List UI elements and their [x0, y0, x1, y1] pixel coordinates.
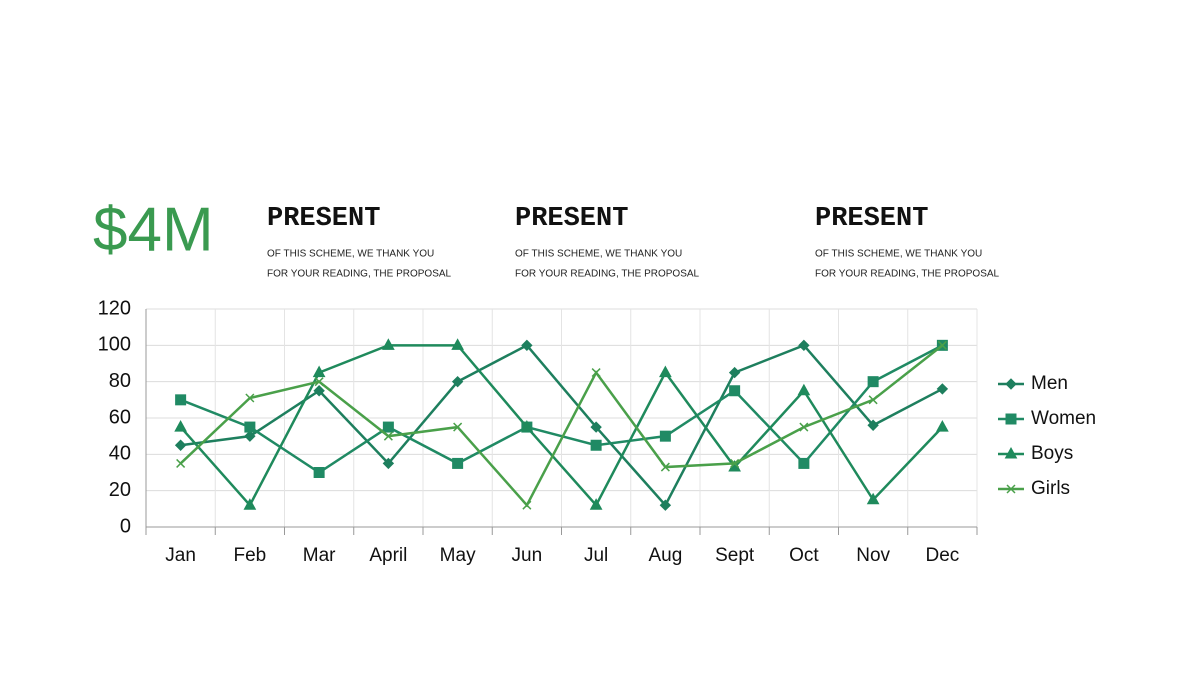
block-line: FOR YOUR READING, THE PROPOSAL: [515, 269, 700, 280]
point-marker: [312, 365, 326, 378]
y-tick-label: 120: [98, 297, 131, 319]
point-marker: [522, 500, 532, 510]
y-tick-label: 80: [109, 370, 131, 392]
point-marker: [383, 431, 393, 441]
point-marker: [799, 422, 809, 432]
x-tick-label: Jun: [512, 545, 543, 566]
block-heading: PRESENT: [515, 204, 628, 234]
x-tick-label: May: [440, 545, 476, 566]
point-marker: [243, 498, 257, 510]
point-marker: [730, 458, 740, 468]
point-marker: [728, 366, 741, 379]
x-tick-label: Nov: [856, 545, 890, 566]
block-line: FOR YOUR READING, THE PROPOSAL: [267, 269, 452, 280]
series-line: [180, 344, 943, 474]
series-line: [180, 343, 943, 508]
point-marker: [797, 383, 811, 396]
series-line: [179, 344, 944, 508]
point-marker: [866, 492, 880, 505]
y-tick-label: 100: [98, 334, 131, 356]
legend-label: Boys: [1031, 443, 1073, 464]
point-marker: [244, 421, 256, 433]
point-marker: [798, 339, 810, 352]
point-marker: [868, 395, 878, 405]
point-marker: [589, 498, 603, 510]
point-marker: [729, 385, 741, 397]
y-tick-label: 60: [109, 406, 131, 428]
block-line: OF THIS SCHEME, WE THANK YOU: [815, 249, 982, 260]
point-marker: [175, 394, 187, 406]
point-marker: [590, 439, 602, 451]
x-tick-label: Mar: [303, 545, 336, 566]
point-marker: [936, 420, 949, 432]
point-marker: [382, 338, 395, 350]
x-tick-label: Jan: [165, 545, 196, 566]
legend-marker: [1005, 378, 1017, 390]
point-marker: [659, 365, 672, 378]
point-marker: [452, 457, 464, 469]
x-tick-label: Sept: [715, 545, 755, 566]
series-line: [179, 344, 944, 508]
point-marker: [520, 420, 534, 432]
point-marker: [451, 375, 464, 388]
point-marker: [660, 462, 670, 472]
x-tick-label: Feb: [234, 545, 267, 566]
point-marker: [313, 467, 325, 478]
block-line: OF THIS SCHEME, WE THANK YOU: [267, 249, 434, 260]
legend-marker: [1004, 446, 1018, 459]
block-line: OF THIS SCHEME, WE THANK YOU: [515, 249, 682, 260]
point-marker: [798, 457, 810, 469]
point-marker: [659, 430, 671, 442]
y-tick-label: 40: [109, 443, 131, 465]
point-marker: [174, 439, 187, 451]
legend-label: Women: [1031, 408, 1096, 429]
x-tick-label: April: [369, 545, 407, 566]
point-marker: [382, 421, 394, 433]
point-marker: [659, 499, 672, 511]
x-tick-label: Dec: [925, 545, 959, 566]
point-marker: [937, 340, 947, 350]
point-marker: [176, 458, 186, 468]
block-line: FOR YOUR READING, THE PROPOSAL: [815, 269, 1000, 280]
point-marker: [591, 368, 601, 378]
x-tick-label: Jul: [584, 545, 608, 566]
y-tick-label: 20: [109, 479, 131, 501]
point-marker: [451, 338, 464, 350]
point-marker: [867, 376, 879, 388]
point-marker: [867, 419, 879, 431]
point-marker: [245, 393, 255, 403]
legend-label: Men: [1031, 373, 1068, 394]
chart: 0 20 40 60 80 100 120 Jan Feb Mar April May Jun Jul Au…: [98, 297, 1097, 566]
block-heading: PRESENT: [267, 204, 380, 234]
legend-marker: [1005, 413, 1017, 425]
text-blocks: PRESENT OF THIS SCHEME, WE THANK YOU FOR Y…: [267, 204, 1000, 280]
legend-marker: [1006, 484, 1016, 494]
point-marker: [313, 385, 325, 397]
point-marker: [174, 420, 187, 432]
legend-label: Girls: [1031, 478, 1070, 499]
y-tick-label: 0: [120, 515, 131, 537]
point-marker: [590, 421, 602, 433]
point-marker: [936, 383, 949, 395]
block-heading: PRESENT: [815, 204, 928, 234]
point-marker: [453, 422, 463, 432]
point-marker: [382, 457, 395, 470]
point-marker: [244, 430, 256, 442]
headline: $4M: [93, 195, 214, 264]
x-tick-label: Oct: [789, 545, 819, 566]
point-marker: [521, 339, 533, 352]
point-marker: [314, 377, 324, 387]
x-tick-label: Aug: [648, 545, 682, 566]
